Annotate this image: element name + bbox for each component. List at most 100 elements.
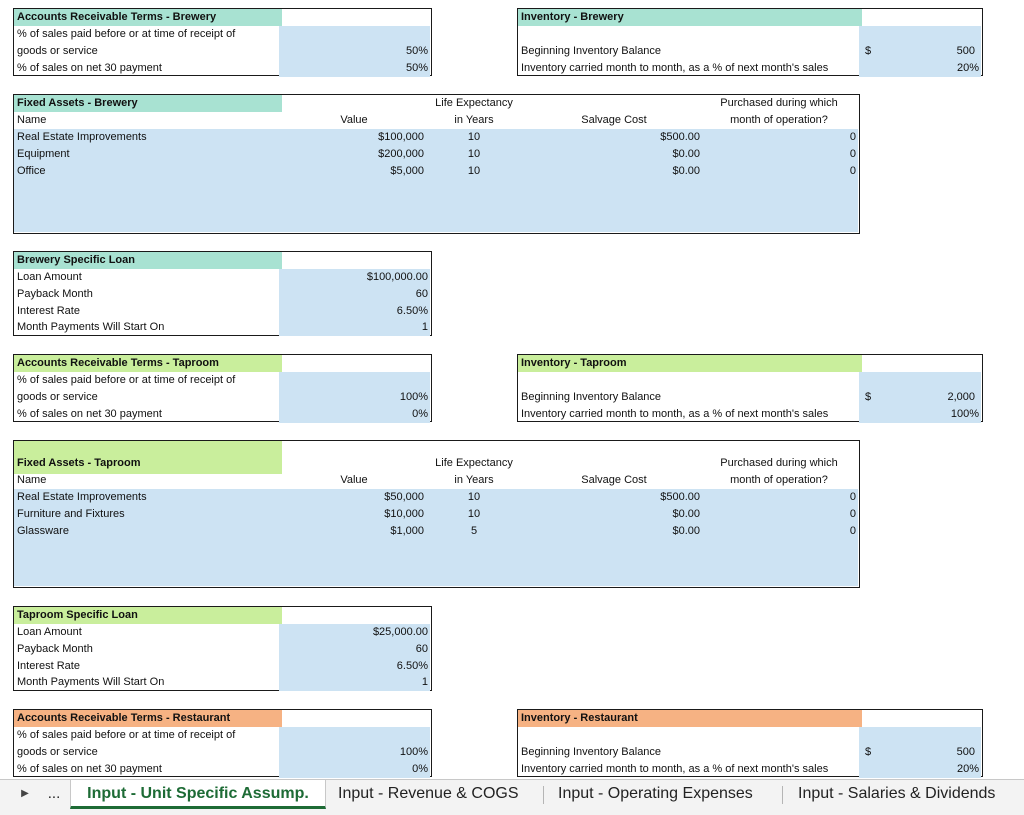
ar-taproom-row2-value[interactable]: 100% [279,389,430,406]
loan-brewery-label[interactable]: Month Payments Will Start On [17,321,165,333]
inv-taproom-row2-label[interactable]: Inventory carried month to month, as a %… [521,408,829,420]
fa-taproom-row-value[interactable]: $1,000 [390,525,424,537]
loan-taproom-value[interactable]: 60 [279,641,430,658]
inv-brewery-row1-label[interactable]: Beginning Inventory Balance [521,45,662,57]
table-row[interactable]: Glassware $1,000 5 $0.00 0 [14,523,858,540]
fa-brewery-row-name[interactable]: Office [17,165,46,177]
table-row[interactable]: Furniture and Fixtures $10,000 10 $0.00 … [14,506,858,523]
ar-taproom-row1-label[interactable]: % of sales paid before or at time of rec… [17,374,236,386]
ar-restaurant-title[interactable]: Accounts Receivable Terms - Restaurant [14,710,282,727]
loan-taproom-label[interactable]: Loan Amount [17,626,82,638]
inv-restaurant-row2-label[interactable]: Inventory carried month to month, as a %… [521,763,829,775]
inv-taproom-blank-cell[interactable] [859,372,981,389]
loan-brewery-title[interactable]: Brewery Specific Loan [14,252,282,269]
fa-brewery-row-value[interactable]: $200,000 [378,148,424,160]
triangle-right-icon[interactable]: ▶ [21,788,29,799]
inv-brewery-row2-label[interactable]: Inventory carried month to month, as a %… [521,62,829,74]
ar-taproom-row3-value[interactable]: 0% [279,406,430,423]
loan-taproom-label[interactable]: Payback Month [17,643,93,655]
fa-brewery-row-month[interactable]: 0 [849,131,856,143]
table-row[interactable]: Equipment $200,000 10 $0.00 0 [14,146,858,163]
fa-taproom-row-life[interactable]: 5 [470,525,478,537]
fa-taproom-row-value[interactable]: $50,000 [384,491,424,503]
fa-taproom-row-month[interactable]: 0 [849,525,856,537]
fa-taproom-row-salvage[interactable]: $500.00 [660,491,700,503]
fa-brewery-row-life[interactable]: 10 [467,148,481,160]
ar-taproom-row3-label[interactable]: % of sales on net 30 payment [17,408,162,420]
loan-brewery-value[interactable]: 60 [279,286,430,303]
fa-taproom-data-area[interactable]: Real Estate Improvements $50,000 10 $500… [14,489,858,586]
fa-taproom-row-month[interactable]: 0 [849,491,856,503]
inv-taproom-title[interactable]: Inventory - Taproom [518,355,862,372]
ar-taproom-row1-cell[interactable] [279,372,430,389]
loan-taproom-value[interactable]: $25,000.00 [279,624,430,641]
fa-brewery-row-life[interactable]: 10 [467,165,481,177]
more-sheets-button[interactable]: ... [47,785,61,802]
fa-brewery-data-area[interactable]: Real Estate Improvements $100,000 10 $50… [14,129,858,232]
ar-brewery-row2-label[interactable]: goods or service [17,45,98,57]
fa-taproom-row-value[interactable]: $10,000 [384,508,424,520]
ar-restaurant-row1-label[interactable]: % of sales paid before or at time of rec… [17,729,236,741]
ar-taproom-row2-label[interactable]: goods or service [17,391,98,403]
ar-restaurant-row1-cell[interactable] [279,727,430,744]
fa-brewery-row-name[interactable]: Real Estate Improvements [17,131,147,143]
fa-taproom-row-month[interactable]: 0 [849,508,856,520]
fa-brewery-row-salvage[interactable]: $500.00 [660,131,700,143]
ar-brewery-row1-label[interactable]: % of sales paid before or at time of rec… [17,28,236,40]
loan-brewery-value[interactable]: 1 [279,319,430,336]
fa-taproom-title[interactable]: Fixed Assets - Taproom [14,441,282,474]
ar-restaurant-row3-label[interactable]: % of sales on net 30 payment [17,763,162,775]
fa-brewery-row-month[interactable]: 0 [849,165,856,177]
fa-brewery-row-value[interactable]: $100,000 [378,131,424,143]
loan-brewery-label[interactable]: Payback Month [17,288,93,300]
ar-restaurant-row2-value[interactable]: 100% [279,744,430,761]
table-row[interactable]: Real Estate Improvements $100,000 10 $50… [14,129,858,146]
loan-taproom-value[interactable]: 6.50% [279,658,430,675]
inv-brewery-row1-cell[interactable]: $ 500 [859,43,981,60]
inv-restaurant-row2-value[interactable]: 20% [859,761,981,778]
inv-brewery-blank-cell[interactable] [859,26,981,43]
fa-taproom-row-name[interactable]: Furniture and Fixtures [17,508,125,520]
inv-brewery-row2-value[interactable]: 20% [859,60,981,77]
tab-operating-expenses[interactable]: Input - Operating Expenses [558,785,753,802]
tab-salaries-dividends[interactable]: Input - Salaries & Dividends [798,785,996,802]
inv-taproom-row1-cell[interactable]: $ 2,000 [859,389,981,406]
ar-brewery-row2-value[interactable]: 50% [279,43,430,60]
inv-restaurant-row1-cell[interactable]: $ 500 [859,744,981,761]
table-row[interactable]: Real Estate Improvements $50,000 10 $500… [14,489,858,506]
fa-brewery-row-month[interactable]: 0 [849,148,856,160]
loan-taproom-value[interactable]: 1 [279,674,430,691]
fa-brewery-row-salvage[interactable]: $0.00 [672,165,700,177]
ar-brewery-row3-label[interactable]: % of sales on net 30 payment [17,62,162,74]
fa-taproom-row-name[interactable]: Real Estate Improvements [17,491,147,503]
loan-taproom-label[interactable]: Interest Rate [17,660,80,672]
loan-taproom-title[interactable]: Taproom Specific Loan [14,607,282,624]
table-row[interactable]: Office $5,000 10 $0.00 0 [14,163,858,180]
inv-restaurant-blank-cell[interactable] [859,727,981,744]
inv-taproom-row2-value[interactable]: 100% [859,406,981,423]
loan-taproom-label[interactable]: Month Payments Will Start On [17,676,165,688]
ar-restaurant-row3-value[interactable]: 0% [279,761,430,778]
fa-taproom-row-life[interactable]: 10 [467,491,481,503]
ar-restaurant-row2-label[interactable]: goods or service [17,746,98,758]
ar-taproom-title[interactable]: Accounts Receivable Terms - Taproom [14,355,282,372]
tab-unit-specific-assumptions[interactable]: Input - Unit Specific Assump. [70,780,326,809]
ar-brewery-row3-value[interactable]: 50% [279,60,430,77]
inv-restaurant-row1-label[interactable]: Beginning Inventory Balance [521,746,662,758]
inv-brewery-title[interactable]: Inventory - Brewery [518,9,862,26]
ar-brewery-title[interactable]: Accounts Receivable Terms - Brewery [14,9,282,26]
inv-taproom-row1-label[interactable]: Beginning Inventory Balance [521,391,662,403]
fa-taproom-row-salvage[interactable]: $0.00 [672,508,700,520]
loan-brewery-value[interactable]: 6.50% [279,303,430,320]
fa-brewery-row-name[interactable]: Equipment [17,148,70,160]
inv-restaurant-title[interactable]: Inventory - Restaurant [518,710,862,727]
tab-revenue-cogs[interactable]: Input - Revenue & COGS [338,785,519,802]
fa-brewery-row-salvage[interactable]: $0.00 [672,148,700,160]
fa-brewery-row-value[interactable]: $5,000 [390,165,424,177]
ar-brewery-row1-cell[interactable] [279,26,430,43]
fa-taproom-row-name[interactable]: Glassware [17,525,69,537]
fa-brewery-row-life[interactable]: 10 [467,131,481,143]
loan-brewery-label[interactable]: Loan Amount [17,271,82,283]
fa-taproom-row-life[interactable]: 10 [467,508,481,520]
loan-brewery-label[interactable]: Interest Rate [17,305,80,317]
